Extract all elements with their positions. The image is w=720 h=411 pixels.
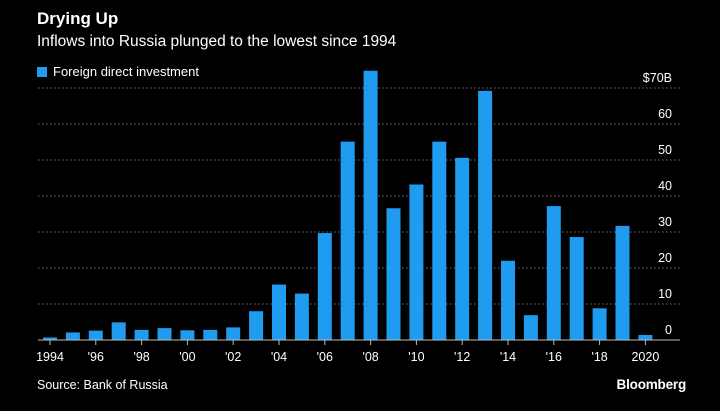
bar-2005 [294, 293, 309, 340]
y-tick-label: 0 [665, 323, 672, 337]
bar-2016 [546, 206, 561, 340]
bar-1996 [88, 330, 103, 340]
x-tick-label: '14 [500, 350, 516, 364]
y-tick-label: 60 [658, 107, 672, 121]
x-tick-label: '04 [271, 350, 287, 364]
x-tick-label: '12 [454, 350, 470, 364]
x-tick-label: '00 [179, 350, 195, 364]
x-tick-label: '08 [362, 350, 378, 364]
y-tick-label: 50 [658, 143, 672, 157]
y-tick-label: $70B [643, 71, 672, 85]
y-tick-label: 20 [658, 251, 672, 265]
bar-1999 [157, 328, 172, 340]
bar-2018 [592, 308, 607, 340]
x-tick-label: 2020 [631, 350, 659, 364]
bar-2010 [409, 184, 424, 340]
x-tick-label: '98 [133, 350, 149, 364]
bar-2004 [272, 284, 286, 340]
bar-2000 [180, 330, 195, 340]
chart-subtitle: Inflows into Russia plunged to the lowes… [37, 33, 397, 50]
y-tick-label: 30 [658, 215, 672, 229]
bar-1995 [65, 332, 80, 340]
x-tick-label: '18 [591, 350, 607, 364]
y-tick-label: 40 [658, 179, 672, 193]
bar-1998 [134, 329, 149, 340]
bar-2017 [569, 237, 584, 340]
bar-2015 [523, 315, 538, 340]
bar-2008 [363, 70, 378, 340]
bar-2002 [226, 327, 241, 340]
bloomberg-logo: Bloomberg [616, 377, 687, 392]
legend-swatch [37, 66, 47, 77]
bar-2011 [432, 141, 447, 340]
x-tick-label: '16 [546, 350, 562, 364]
chart-title: Drying Up [37, 9, 119, 28]
source-note: Source: Bank of Russia [37, 378, 168, 392]
x-tick-label: '06 [317, 350, 333, 364]
bar-2019 [615, 225, 630, 340]
bar-1994 [43, 337, 57, 340]
x-tick-label: 1994 [36, 350, 64, 364]
legend-label: Foreign direct investment [53, 64, 199, 79]
bar-1997 [111, 322, 126, 340]
bar-2020 [638, 334, 653, 340]
bar-2012 [455, 157, 470, 340]
legend: Foreign direct investment [37, 64, 199, 79]
bar-2001 [203, 329, 218, 340]
x-tick-label: '02 [225, 350, 241, 364]
bar-2003 [249, 311, 264, 340]
bar-2009 [386, 208, 401, 340]
bar-2006 [317, 233, 332, 340]
bar-2013 [478, 90, 493, 340]
bar-2007 [340, 141, 355, 340]
bar-2014 [501, 260, 515, 340]
y-tick-label: 10 [658, 287, 672, 301]
x-tick-label: '96 [88, 350, 104, 364]
x-tick-label: '10 [408, 350, 424, 364]
